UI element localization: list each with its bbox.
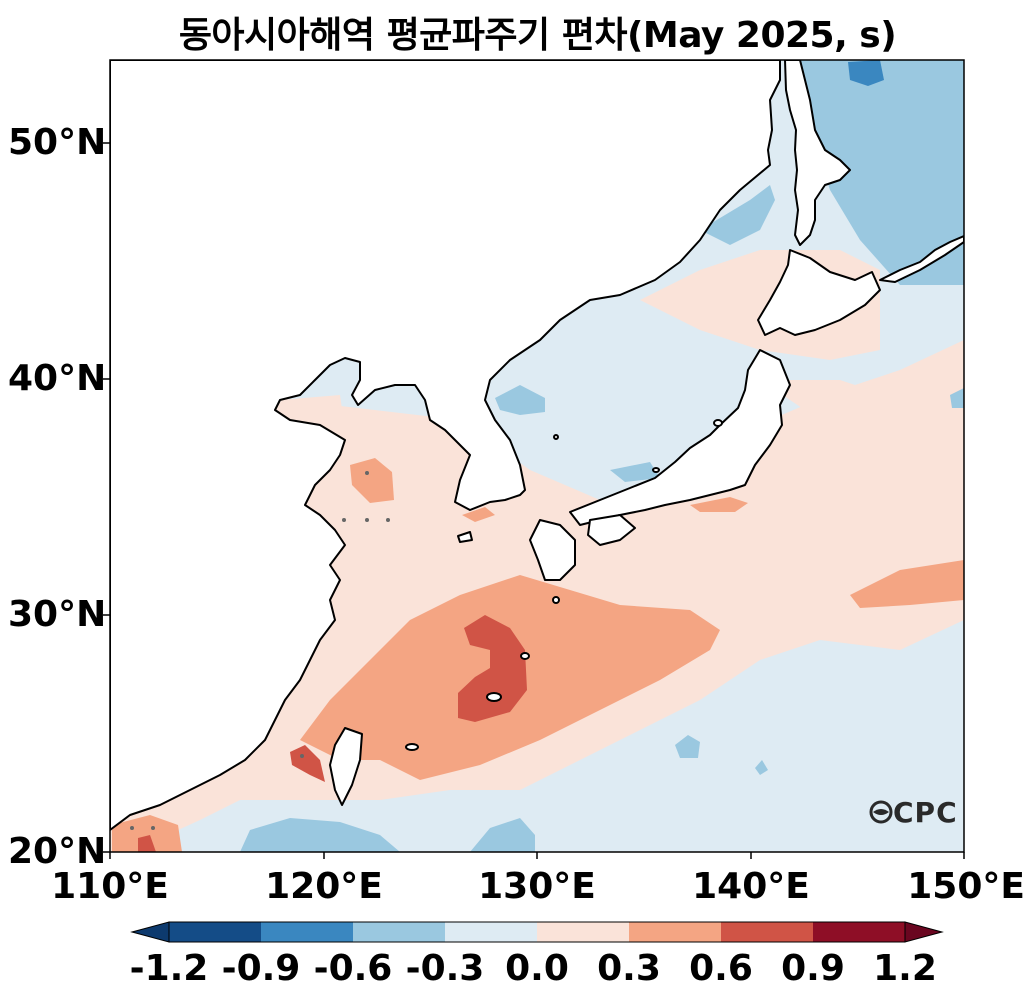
colorbar-bin-6 — [721, 922, 813, 942]
island-amami — [520, 652, 530, 660]
lon-tick-130: 130°E — [478, 866, 596, 907]
field-neg-06-ne — [800, 60, 964, 285]
land-jeju — [457, 531, 473, 543]
colorbar-tick-3: -0.3 — [405, 948, 485, 989]
colorbar-extend-high — [904, 921, 944, 943]
island-dagelet — [553, 434, 559, 440]
colorbar-tick-0: -1.2 — [129, 948, 209, 989]
field-neg-09-ne — [848, 60, 884, 86]
field-neg-06-spot4 — [755, 760, 768, 775]
field-neg-06-sea-japan — [700, 185, 775, 245]
colorbar-bin-5 — [629, 922, 721, 942]
colorbar-extend-low — [130, 921, 170, 943]
field-pos-06-yellowsea — [350, 458, 394, 503]
land-shikoku — [587, 514, 636, 546]
colorbar-bin-7 — [813, 922, 905, 942]
colorbar-frame — [168, 921, 906, 943]
cpc-logo: CPC — [893, 796, 958, 829]
lat-tick-40: 40°N — [8, 358, 107, 399]
colorbar-bin-3 — [445, 922, 537, 942]
field-pos-06-tsushima — [462, 507, 495, 522]
field-pos-06-shikoku — [690, 497, 748, 512]
land-sakhalin — [784, 60, 851, 246]
colorbar-tick-8: 1.2 — [873, 948, 937, 989]
colorbar-tick-2: -0.6 — [313, 948, 393, 989]
colorbar-bin-1 — [261, 922, 353, 942]
land-mainland — [110, 60, 781, 831]
field-pos-09-sw — [138, 835, 156, 852]
field-neg-06-south — [240, 818, 400, 852]
land-hokkaido — [757, 249, 881, 336]
colorbar-bin-4 — [537, 922, 629, 942]
anomaly-field — [110, 60, 964, 852]
logo-emblem — [869, 800, 893, 824]
colorbar-tick-4: 0.0 — [505, 948, 569, 989]
field-pos-03-east — [760, 380, 964, 470]
island-yakushima — [552, 596, 560, 604]
island-sakishima — [405, 743, 419, 751]
land — [110, 60, 964, 831]
colorbar-tick-7: 0.9 — [781, 948, 845, 989]
land-kuriles — [879, 235, 964, 283]
stations — [130, 471, 390, 830]
colorbar-bin-0 — [169, 922, 261, 942]
field-pos-09-taiwan-strait — [290, 745, 325, 782]
lon-tick-110: 110°E — [51, 866, 169, 907]
field-neg-06-spot3 — [950, 388, 964, 408]
field-pos-09-okinawa — [458, 615, 527, 722]
field-neg-06-spot2 — [610, 462, 660, 482]
land-taiwan — [329, 727, 363, 806]
lat-tick-30: 30°N — [8, 594, 107, 635]
colorbar-tick-6: 0.6 — [689, 948, 753, 989]
island-okinawa — [486, 692, 502, 702]
field-neg-06-south2 — [470, 818, 535, 852]
lat-tick-50: 50°N — [8, 122, 107, 163]
field-neg-06-spot1 — [675, 735, 700, 758]
cpc-logo-text: CPC — [893, 796, 958, 829]
colorbar — [130, 921, 944, 943]
lon-tick-140: 140°E — [692, 866, 810, 907]
map-title: 동아시아해역 평균파주기 편차(May 2025, s) — [178, 15, 897, 56]
island-oki — [652, 467, 660, 473]
colorbar-tick-1: -0.9 — [221, 948, 301, 989]
land-kyushu — [529, 519, 576, 581]
field-pos-06-southwest — [112, 815, 182, 852]
axis-ticks — [103, 142, 965, 859]
island-sado — [713, 419, 723, 427]
lon-tick-120: 120°E — [265, 866, 383, 907]
lat-tick-20: 20°N — [8, 831, 107, 872]
colorbar-tick-5: 0.3 — [597, 948, 661, 989]
lon-tick-150: 150°E — [907, 866, 1025, 907]
field-pos-06-east — [850, 560, 964, 608]
colorbar-bin-2 — [353, 922, 445, 942]
field-neg-06-korea — [495, 385, 545, 415]
